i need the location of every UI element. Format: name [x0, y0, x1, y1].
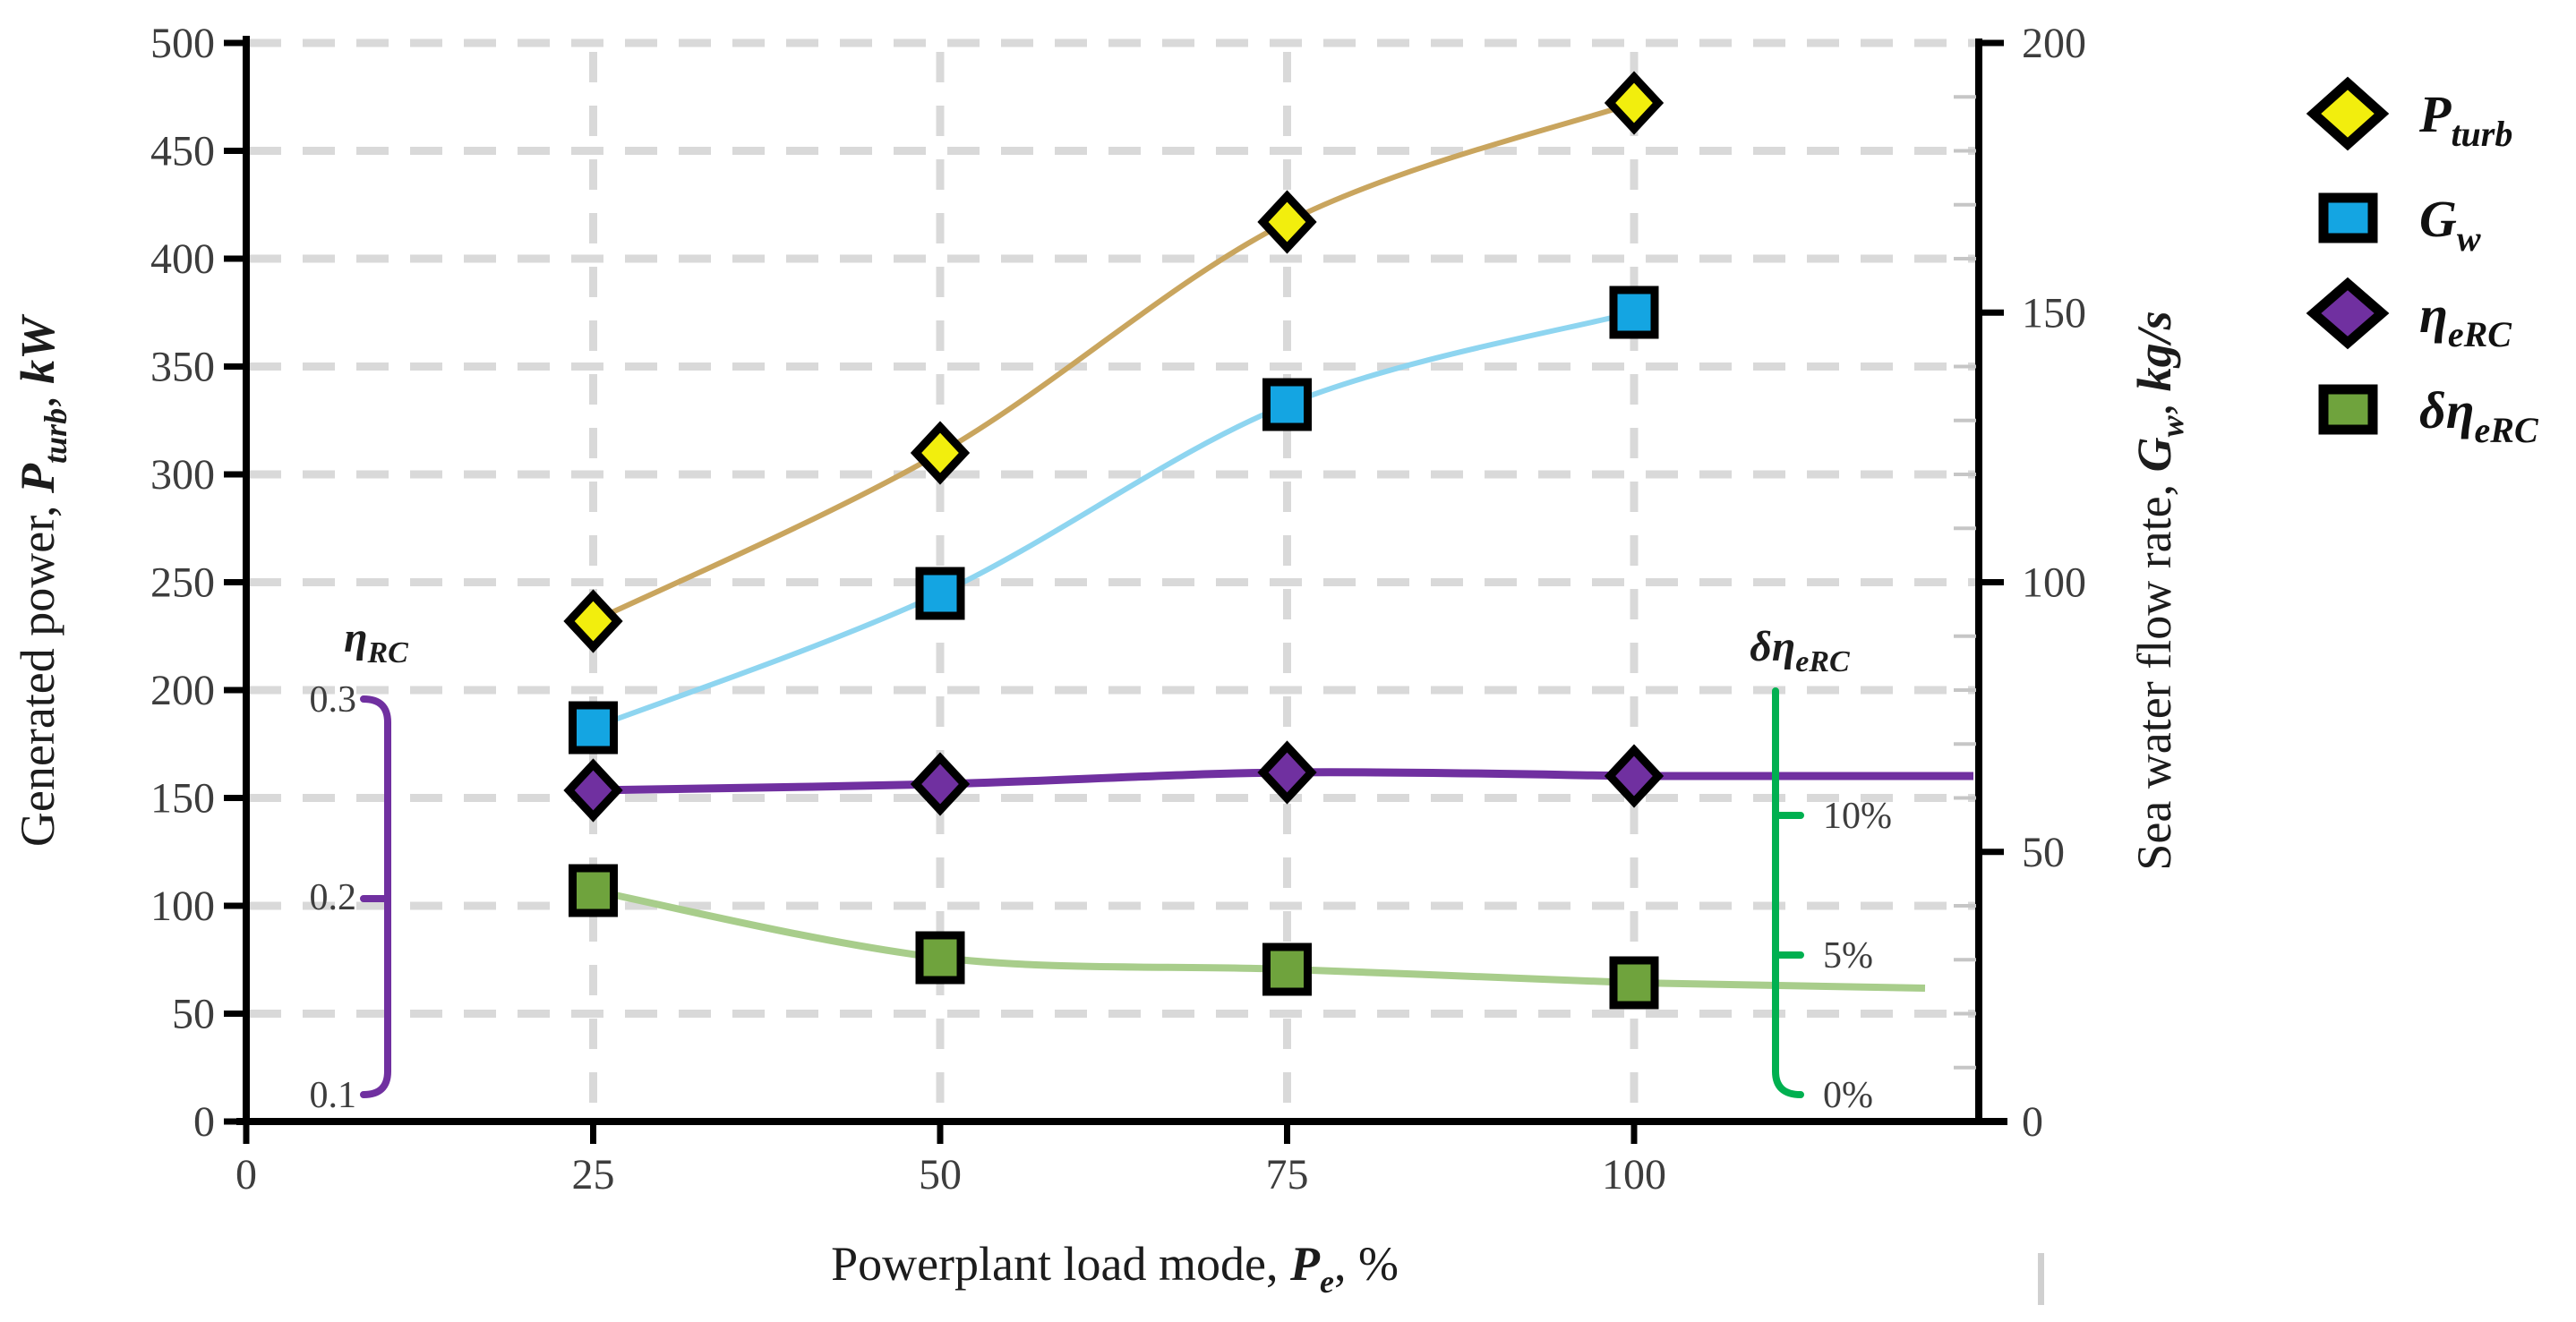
x-tick-label: 100: [1602, 1151, 1666, 1198]
eta-rc-inner-axis: [360, 695, 391, 1098]
left-tick-label: 500: [150, 20, 215, 67]
legend-marker-p-turb: [2306, 76, 2390, 151]
G_w-line: [592, 310, 1635, 730]
G_w-marker-75: [1262, 378, 1312, 431]
left-tick-label: 0: [193, 1098, 215, 1146]
right-tick-label: 200: [2022, 20, 2086, 67]
eta_eRC-line: [593, 768, 1973, 795]
right-axis-title: Sea water flow rate, Gw, kg/s: [2127, 311, 2190, 870]
left-tick-label: 400: [150, 235, 215, 283]
P_turb-line: [592, 100, 1635, 624]
left-tick-label: 100: [150, 883, 215, 930]
left-tick-label: 50: [172, 991, 215, 1038]
x-tick-label: 0: [235, 1151, 257, 1198]
left-axis-title: Generated power, Pturb, kW: [11, 313, 73, 847]
eta-rc-inner-axis-title: ηRC: [344, 614, 408, 670]
delta-eta-tick-label: 5%: [1823, 935, 1873, 977]
right-tick-label: 100: [2022, 559, 2086, 607]
delta_eta_eRC-marker-50: [915, 931, 965, 985]
legend-label-delta-eta-erc: δηeRC: [2419, 381, 2539, 450]
P_turb-marker-50: [910, 421, 971, 485]
G_w-marker-50: [915, 567, 965, 620]
eta_eRC-marker-50: [910, 752, 971, 816]
eta-rc-tick-label: 0.1: [310, 1075, 357, 1116]
eta_eRC-marker-25: [563, 758, 623, 823]
left-tick-label: 450: [150, 128, 215, 175]
series-markers: [563, 71, 1665, 1010]
left-tick-label: 200: [150, 667, 215, 714]
left-tick-label: 350: [150, 344, 215, 391]
eta_eRC-marker-75: [1257, 740, 1317, 805]
legend-label-g-w: Gw: [2419, 190, 2481, 259]
x-axis-title: Powerplant load mode, Pe, %: [831, 1237, 1399, 1300]
x-tick-label: 50: [919, 1151, 962, 1198]
eta_eRC-marker-100: [1604, 744, 1665, 808]
axis-ticks: [224, 39, 2004, 1144]
artifact-line: [2038, 1253, 2044, 1305]
delta-eta-tick-label: 10%: [1823, 796, 1892, 837]
gridlines: [249, 38, 1979, 1118]
legend-label-p-turb: Pturb: [2418, 85, 2512, 154]
eta-rc-tick-label: 0.2: [310, 877, 357, 918]
tick-labels: 0501001502002503003504004505000501001502…: [150, 20, 2086, 1198]
eta-rc-tick-label: 0.3: [310, 679, 357, 721]
left-tick-label: 250: [150, 559, 215, 607]
series-lines: [592, 100, 1973, 992]
left-tick-label: 300: [150, 451, 215, 499]
x-tick-label: 75: [1266, 1151, 1309, 1198]
left-tick-label: 150: [150, 775, 215, 823]
right-tick-label: 50: [2022, 829, 2065, 876]
delta-eta-tick-label: 0%: [1823, 1075, 1873, 1116]
right-tick-label: 0: [2022, 1098, 2043, 1146]
P_turb-marker-100: [1604, 71, 1665, 135]
P_turb-marker-25: [563, 589, 623, 653]
delta_eta_eRC-marker-25: [569, 864, 618, 917]
x-tick-label: 25: [572, 1151, 615, 1198]
legend-label-eta-erc: ηeRC: [2419, 286, 2512, 354]
legend: Pturb Gw ηeRC δηeRC: [2306, 76, 2539, 450]
delta_eta_eRC-marker-75: [1262, 942, 1312, 996]
legend-marker-g-w: [2318, 192, 2378, 243]
legend-marker-delta-eta-erc: [2318, 384, 2378, 435]
inner-axes: [360, 687, 1804, 1098]
right-tick-label: 150: [2022, 289, 2086, 337]
G_w-marker-25: [569, 701, 618, 755]
delta-eta-inner-axis: [1772, 687, 1804, 1098]
delta-eta-inner-axis-title: δηeRC: [1750, 623, 1850, 678]
delta_eta_eRC-line: [592, 887, 1926, 992]
delta_eta_eRC-marker-100: [1609, 956, 1659, 1010]
P_turb-marker-75: [1257, 190, 1317, 254]
G_w-marker-100: [1609, 286, 1659, 339]
legend-marker-eta-erc: [2306, 277, 2390, 350]
